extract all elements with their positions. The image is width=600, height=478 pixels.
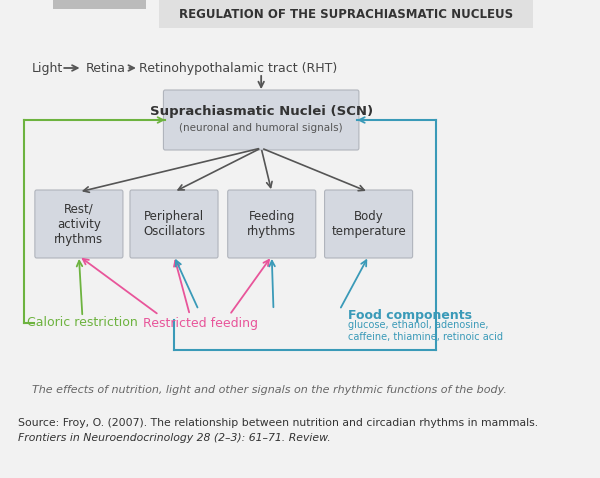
Text: Source: Froy, O. (2007). The relationship between nutrition and circadian rhythm: Source: Froy, O. (2007). The relationshi… bbox=[18, 418, 538, 428]
Text: Light: Light bbox=[32, 62, 63, 75]
Bar bbox=[53, 0, 146, 9]
Text: Frontiers in Neuroendocrinology 28 (2–3): 61–71. Review.: Frontiers in Neuroendocrinology 28 (2–3)… bbox=[18, 433, 331, 443]
Text: Restricted feeding: Restricted feeding bbox=[143, 316, 258, 329]
FancyBboxPatch shape bbox=[228, 190, 316, 258]
Bar bbox=[159, 0, 533, 28]
Text: Retinohypothalamic tract (RHT): Retinohypothalamic tract (RHT) bbox=[139, 62, 337, 75]
Text: REGULATION OF THE SUPRACHIASMATIC NUCLEUS: REGULATION OF THE SUPRACHIASMATIC NUCLEU… bbox=[179, 8, 513, 21]
FancyBboxPatch shape bbox=[163, 90, 359, 150]
FancyBboxPatch shape bbox=[130, 190, 218, 258]
Text: Feeding
rhythms: Feeding rhythms bbox=[247, 210, 296, 238]
Text: Rest/
activity
rhythms: Rest/ activity rhythms bbox=[55, 203, 103, 246]
FancyBboxPatch shape bbox=[35, 190, 123, 258]
Text: The effects of nutrition, light and other signals on the rhythmic functions of t: The effects of nutrition, light and othe… bbox=[32, 385, 506, 395]
FancyBboxPatch shape bbox=[325, 190, 413, 258]
Text: Suprachiasmatic Nuclei (SCN): Suprachiasmatic Nuclei (SCN) bbox=[149, 105, 373, 118]
Text: glucose, ethanol, adenosine,
caffeine, thiamine, retinoic acid: glucose, ethanol, adenosine, caffeine, t… bbox=[349, 320, 503, 342]
Text: Body
temperature: Body temperature bbox=[331, 210, 406, 238]
Text: Caloric restriction: Caloric restriction bbox=[27, 316, 138, 329]
Text: Peripheral
Oscillators: Peripheral Oscillators bbox=[143, 210, 205, 238]
Text: (neuronal and humoral signals): (neuronal and humoral signals) bbox=[179, 123, 343, 133]
Text: Retina: Retina bbox=[86, 62, 126, 75]
Text: Food components: Food components bbox=[349, 308, 472, 322]
